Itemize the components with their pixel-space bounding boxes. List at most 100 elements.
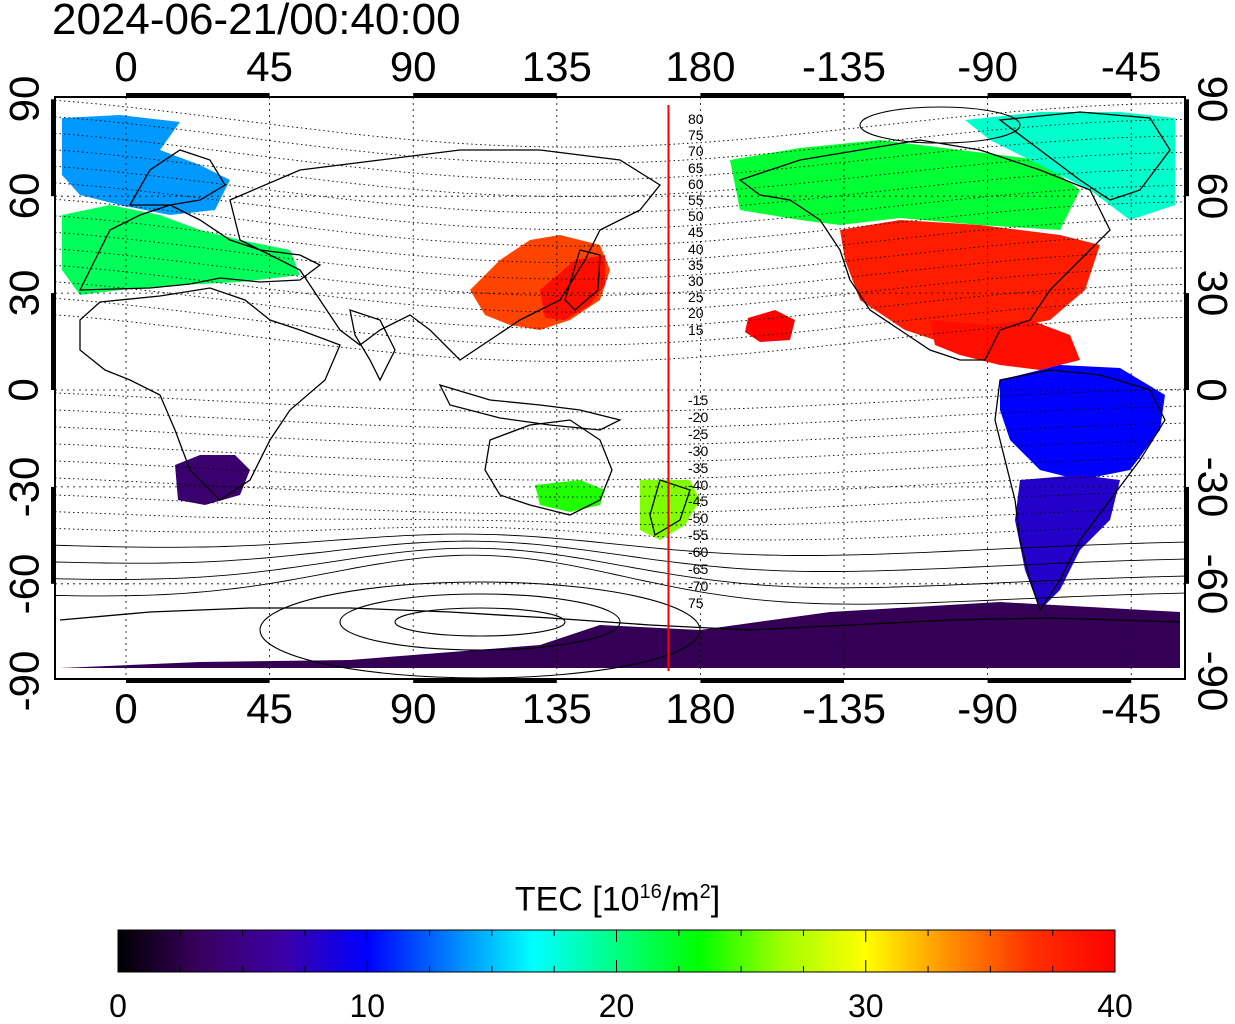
- axis-tick-label: 0: [114, 43, 138, 90]
- tec-region-antarctica: [60, 602, 1180, 668]
- contour-label: 45: [688, 224, 704, 241]
- axis-tick-label: 60: [1189, 172, 1235, 220]
- colorbar-tick-label: 30: [847, 988, 884, 1024]
- tec-region-south-america-north: [1000, 365, 1165, 480]
- frame-bar: [51, 486, 56, 584]
- contour-line: [54, 547, 1186, 589]
- coast-indonesia: [438, 383, 622, 431]
- contour-label: -70: [688, 577, 709, 594]
- contour-label: 40: [688, 240, 704, 257]
- frame-bar: [987, 678, 1132, 683]
- coast-australia: [484, 419, 613, 516]
- frame-bar: [126, 678, 270, 683]
- colorbar-tick-label: 40: [1097, 988, 1133, 1024]
- contour-line: [54, 533, 1186, 556]
- axis-tick-label: 0: [1188, 378, 1235, 402]
- colorbar-tick-label: 0: [109, 988, 127, 1024]
- tec-region-greenland-arctic: [965, 112, 1175, 220]
- axis-tick-label: 30: [1189, 269, 1235, 317]
- tec-region-north-america: [840, 220, 1100, 345]
- contour-line: [54, 182, 1186, 231]
- tec-region-hawaii: [745, 310, 795, 342]
- frame-bar: [51, 99, 56, 197]
- contour-line: [54, 540, 1186, 572]
- contour-line: [54, 248, 1186, 297]
- contour-label: 15: [688, 321, 704, 338]
- contour-line: [54, 297, 1186, 346]
- contour-line: [54, 314, 1186, 363]
- contour-label: -45: [688, 493, 709, 510]
- tec-region-japan: [540, 255, 605, 320]
- axis-tick-label: -135: [801, 685, 887, 732]
- axis-tick-label: -60: [1188, 553, 1235, 615]
- colorbar-tick-label: 20: [598, 988, 635, 1024]
- magnetic-latitude-contours: [54, 99, 1186, 679]
- coastlines: [59, 111, 1181, 631]
- contour-label: -20: [688, 408, 709, 425]
- contour-label: 55: [688, 192, 704, 208]
- frame-bar: [51, 293, 56, 390]
- polar-contour: [339, 593, 621, 651]
- contour-label: 25: [688, 289, 704, 306]
- coast-india: [349, 309, 396, 382]
- contour-line: [54, 116, 1186, 165]
- contour-label: -50: [688, 510, 709, 527]
- contour-label: 75: [688, 594, 704, 611]
- frame-bar: [126, 93, 270, 98]
- axis-tick-label: -90: [957, 43, 1018, 90]
- axis-tick-label: -30: [0, 456, 48, 518]
- coast-japan: [564, 249, 601, 311]
- axis-tick-label: 0: [114, 685, 138, 732]
- colorbar-title-exp2: 2: [699, 881, 711, 903]
- axis-tick-label: 180: [665, 685, 736, 732]
- contour-line: [54, 264, 1186, 313]
- axis-tick-label: 135: [521, 43, 592, 90]
- colorbar-title-main: TEC [10: [514, 880, 640, 919]
- axis-tick-label: 180: [665, 43, 736, 90]
- coast-scandinavia: [128, 149, 226, 206]
- tec-region-europe: [62, 205, 300, 295]
- frame-bar: [700, 93, 844, 98]
- contour-label: 70: [688, 143, 704, 160]
- contour-label: -25: [688, 425, 709, 442]
- contour-label: 50: [688, 208, 704, 225]
- frame-bar: [700, 678, 844, 683]
- contour-label: -30: [688, 442, 709, 459]
- colorbar-tick-label: 10: [349, 988, 386, 1024]
- axis-tick-label: -90: [1188, 650, 1235, 712]
- coast-europe: [78, 204, 322, 291]
- tec-region-canada-north: [730, 140, 1080, 230]
- contour-line: [54, 215, 1186, 264]
- coast-south-america: [994, 369, 1166, 612]
- polar-contour: [394, 607, 566, 637]
- contour-label: -60: [688, 544, 709, 561]
- axis-tick-label: -30: [1188, 456, 1235, 518]
- axis-tick-label: 90: [389, 685, 437, 732]
- colorbar-title-exp: 16: [639, 881, 662, 903]
- coast-greenland: [998, 111, 1171, 201]
- axis-tick-label: -60: [0, 553, 48, 615]
- tec-region-scandinavia: [62, 115, 230, 215]
- coast-north-america: [738, 139, 1111, 361]
- contour-line: [54, 165, 1186, 214]
- frame-bar: [1184, 293, 1189, 390]
- colorbar-title-end: ]: [710, 880, 721, 919]
- contour-label: -35: [688, 459, 709, 476]
- frame-bar: [413, 678, 557, 683]
- axis-tick-label: 90: [1189, 75, 1235, 123]
- contour-line: [54, 99, 1186, 148]
- colorbar-title: TEC [1016/m2]: [0, 872, 1235, 919]
- contour-label: 30: [688, 273, 704, 289]
- contour-label: -65: [688, 561, 709, 577]
- contour-label: 80: [688, 111, 704, 127]
- frame-bar: [1184, 486, 1189, 584]
- axis-tick-label: -90: [957, 685, 1018, 732]
- contour-line: [54, 281, 1186, 330]
- axis-tick-label: 135: [521, 685, 592, 732]
- colorbar-title-unit: /m: [661, 880, 700, 919]
- tec-region-central-america: [930, 320, 1080, 370]
- contour-label: -55: [688, 527, 709, 544]
- axis-tick-label: -45: [1100, 685, 1162, 732]
- map-title: 2024-06-21/00:40:00: [52, 0, 461, 44]
